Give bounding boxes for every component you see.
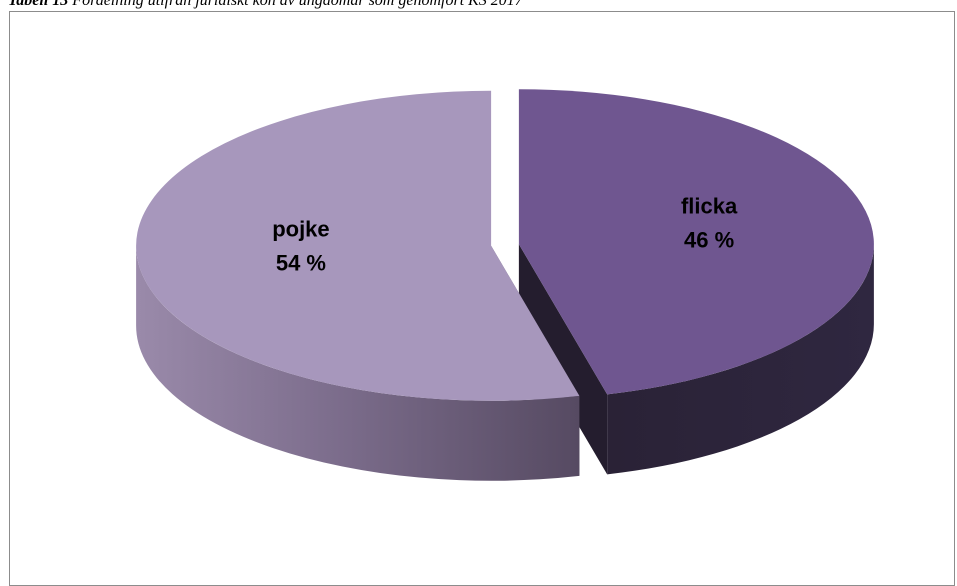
pie-label-pojke: pojke (272, 216, 329, 241)
pie-label-flicka: flicka (681, 194, 738, 219)
pie-tops (136, 89, 874, 401)
pie-value-pojke: 54 % (276, 250, 326, 275)
caption-lead: Tabell 13 (8, 0, 69, 9)
pie-slice-flicka (518, 89, 874, 395)
pie-slice-pojke (136, 90, 580, 401)
table-caption: Tabell 13 Fördelning utifrån juridiskt k… (8, 0, 523, 11)
pie-value-flicka: 46 % (684, 228, 734, 253)
pie-labels: flicka 46 % pojke 54 % (272, 194, 738, 276)
pie-slice-side-pojke (136, 245, 580, 481)
pie-slice-wall-flicka-1 (518, 244, 608, 475)
caption-text: Fördelning utifrån juridiskt kön av ungd… (72, 0, 523, 9)
pie-slice-side-flicka (607, 244, 874, 475)
